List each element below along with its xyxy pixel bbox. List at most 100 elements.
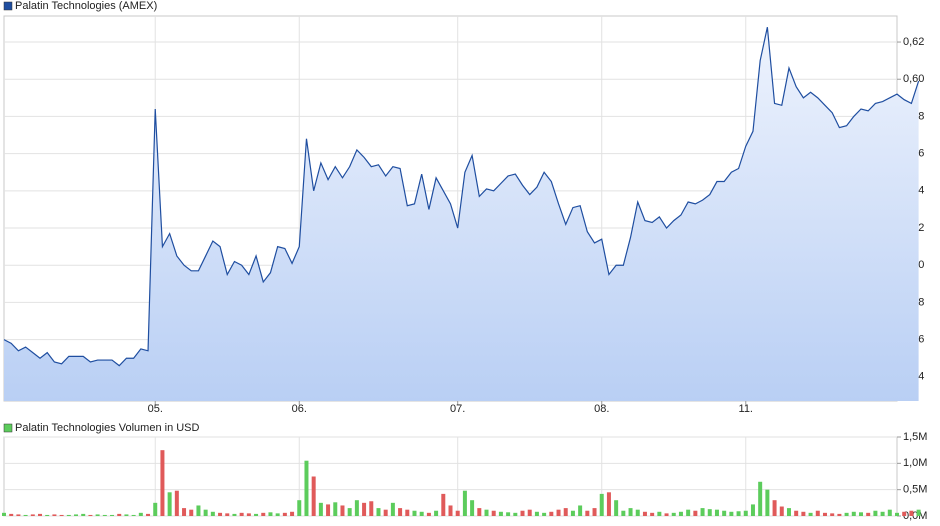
volume-bar	[405, 509, 410, 516]
volume-bar	[102, 514, 107, 516]
volume-bar	[210, 511, 215, 516]
volume-bar	[549, 511, 554, 516]
volume-bar	[491, 510, 496, 516]
volume-bar	[138, 512, 143, 516]
y-tick-label: 0,5M	[903, 484, 927, 496]
volume-bar	[664, 513, 669, 516]
volume-bar	[383, 509, 388, 516]
volume-bar	[686, 509, 691, 516]
volume-bar	[153, 502, 158, 516]
volume-bar	[282, 512, 287, 516]
volume-bar	[657, 511, 662, 516]
volume-bar	[714, 509, 719, 516]
volume-bar	[297, 500, 302, 516]
volume-bar	[354, 500, 359, 516]
volume-bar	[484, 509, 489, 516]
volume-bar	[736, 511, 741, 516]
volume-bar	[412, 510, 417, 516]
y-tick-label: 0,60	[903, 73, 924, 85]
volume-bar	[614, 500, 619, 516]
plot-area	[3, 436, 898, 517]
volume-bar	[794, 510, 799, 516]
volume-bar	[369, 501, 374, 516]
volume-bar	[441, 493, 446, 516]
volume-bar	[268, 512, 273, 516]
volume-bar	[347, 508, 352, 516]
volume-bar	[873, 510, 878, 516]
volume-bar	[59, 514, 64, 516]
volume-bar	[498, 511, 503, 516]
volume-bar	[506, 512, 511, 516]
volume-bar	[534, 511, 539, 516]
volume-bar	[174, 490, 179, 516]
volume-bar	[678, 511, 683, 516]
volume-bar	[635, 509, 640, 516]
volume-bar	[844, 512, 849, 516]
volume-bar	[592, 508, 597, 516]
volume-bar	[340, 505, 345, 516]
volume-bar	[16, 514, 21, 516]
volume-bar	[887, 509, 892, 516]
volume-bar	[117, 513, 122, 516]
volume-bar	[131, 514, 136, 516]
volume-bar	[45, 514, 50, 516]
volume-bar	[189, 509, 194, 516]
volume-bar	[707, 509, 712, 516]
volume-bar	[542, 512, 547, 516]
volume-bar	[9, 513, 14, 516]
volume-bar	[254, 513, 259, 516]
volume-bar	[750, 504, 755, 516]
volume-bar	[261, 512, 266, 516]
volume-bar	[462, 490, 467, 516]
volume-bar	[182, 508, 187, 516]
volume-bar	[477, 508, 482, 516]
volume-bar	[909, 510, 914, 516]
volume-bar	[434, 510, 439, 516]
volume-bar	[895, 512, 899, 516]
x-tick-label: 06.	[292, 403, 307, 415]
volume-bar	[671, 512, 676, 516]
x-tick-label: 08.	[594, 403, 609, 415]
volume-bar	[326, 504, 331, 516]
volume-bar	[290, 511, 295, 516]
volume-bar	[218, 512, 223, 516]
volume-bar	[30, 514, 35, 516]
volume-bar	[390, 502, 395, 516]
volume-bar	[866, 512, 871, 516]
volume-bar	[74, 514, 79, 516]
y-tick-label: 0,62	[903, 36, 924, 48]
volume-bar	[599, 493, 604, 516]
volume-bar	[578, 505, 583, 516]
volume-bar	[837, 513, 842, 516]
volume-bar	[851, 511, 856, 516]
volume-bar	[556, 509, 561, 516]
volume-bar	[743, 510, 748, 516]
y-tick-label: 1,0M	[903, 457, 927, 469]
volume-bar	[110, 514, 115, 516]
x-tick-label: 11.	[739, 403, 753, 415]
volume-bar	[650, 512, 655, 516]
volume-bar	[729, 511, 734, 516]
volume-bar	[275, 513, 280, 516]
volume-bar	[628, 508, 633, 516]
volume-bar	[146, 513, 151, 516]
volume-bar	[88, 514, 93, 516]
volume-bar	[38, 513, 43, 516]
volume-bar	[642, 511, 647, 516]
volume-bar	[333, 502, 338, 516]
volume-bar	[196, 505, 201, 516]
volume-bar	[311, 476, 316, 516]
volume-bar	[470, 500, 475, 516]
volume-bar	[426, 512, 431, 516]
price-area	[4, 27, 919, 401]
volume-bar	[722, 510, 727, 516]
volume-bar	[23, 514, 28, 516]
volume-bar	[203, 509, 208, 516]
volume-bar	[124, 514, 129, 516]
volume-bar	[398, 508, 403, 516]
volume-bar	[858, 512, 863, 516]
volume-bar	[621, 510, 626, 516]
volume-bar	[66, 514, 71, 516]
volume-bar	[520, 510, 525, 516]
